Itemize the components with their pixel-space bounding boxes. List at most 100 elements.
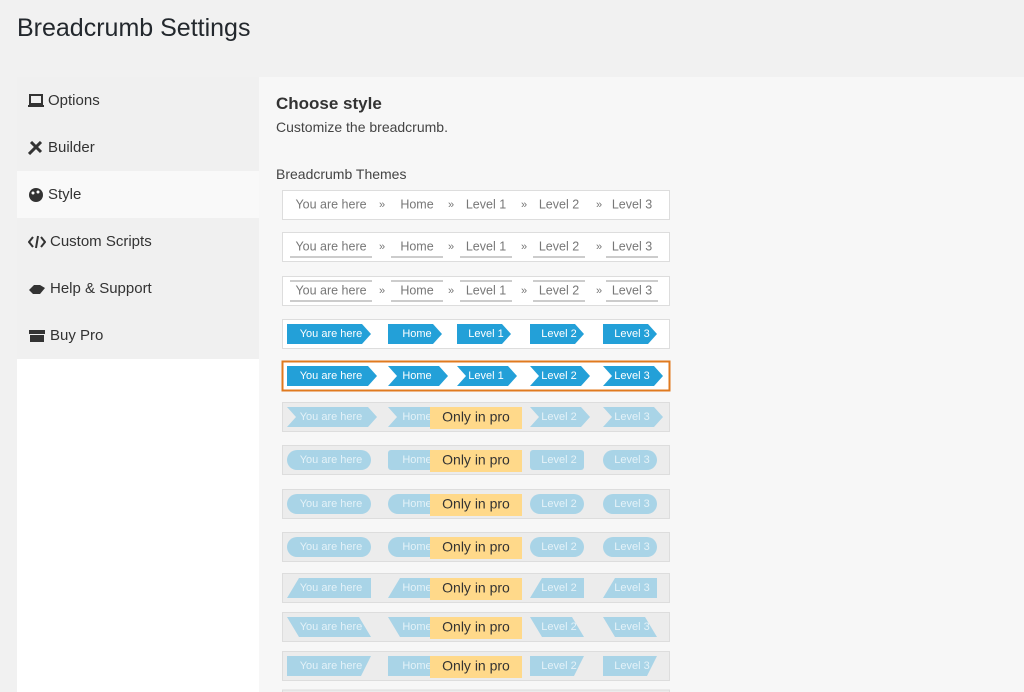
crumb-shape [603,450,657,470]
nav-item[interactable]: Custom Scripts [17,218,259,265]
separator: » [379,285,385,297]
pro-label: Only in pro [442,580,510,596]
crumb: Home [402,411,431,423]
crumb: You are here [300,411,363,423]
crumb-shape [530,494,584,514]
nav-item[interactable]: Buy Pro [17,312,259,359]
crumb-shape [287,578,371,598]
crumb: You are here [295,239,366,253]
crumb: Level 3 [614,454,649,466]
crumb-shape [287,450,371,470]
crumb: Home [402,621,431,633]
crumb-shape [530,617,584,637]
crumb: Level 3 [614,541,649,553]
nav-label: Custom Scripts [50,233,152,250]
page-title: Breadcrumb Settings [17,14,251,42]
pro-badge [430,407,522,429]
nav-label: Help & Support [50,280,152,297]
separator: » [521,241,527,253]
pro-label: Only in pro [442,452,510,468]
crumb-shape [287,617,371,637]
icon [28,140,43,155]
pro-label: Only in pro [442,409,510,425]
crumb: Level 2 [541,660,576,672]
separator: » [521,199,527,211]
crumb: Home [402,328,431,340]
nav-item[interactable]: Style [17,171,259,218]
crumb-shape [287,366,377,386]
crumb: Level 2 [541,582,576,594]
pro-badge [430,494,522,516]
crumb: You are here [300,370,363,382]
crumb: Level 3 [614,621,649,633]
crumb-shape [287,407,377,427]
crumb: You are here [300,541,363,553]
crumb: Level 3 [612,239,652,253]
crumb-shape [603,617,657,637]
crumb: Level 1 [468,328,503,340]
pro-badge [430,578,522,600]
crumb: You are here [300,660,363,672]
separator: » [448,241,454,253]
separator: » [379,241,385,253]
crumb: Home [402,660,431,672]
pro-badge [430,450,522,472]
crumb: Level 3 [614,660,649,672]
nav-item[interactable]: Options [17,77,259,124]
nav-label: Buy Pro [50,327,104,344]
nav-item[interactable]: Help & Support [17,265,259,312]
crumb: Level 2 [541,498,576,510]
pro-label: Only in pro [442,658,510,674]
pro-label: Only in pro [442,619,510,635]
pro-label: Only in pro [442,496,510,512]
crumb-shape [287,656,371,676]
crumb: Home [400,283,433,297]
theme-row[interactable]: You are here Home Level 1 Level 2 Level 3 » » »… [282,190,670,220]
separator: » [379,199,385,211]
crumb-shape [388,578,442,598]
crumb: Home [402,370,431,382]
crumb: Level 2 [541,411,576,423]
nav-label: Builder [48,139,95,156]
icon [29,284,45,294]
row-frame [282,190,670,220]
sidebar: Options Builder Style Custom Scripts Hel… [17,77,259,692]
theme-row[interactable]: You are here Home Level 1 Level 2 Level 3 » » »… [282,232,670,262]
crumb: Level 3 [614,498,649,510]
crumb-shape [287,324,371,344]
crumb: Level 2 [541,541,576,553]
crumb: Level 2 [541,328,576,340]
theme-list: You are here Home Level 1 Level 2 Level 3 » » »… [281,190,671,692]
crumb: Level 2 [541,621,576,633]
crumb: Level 3 [614,411,649,423]
crumb: Level 1 [466,197,506,211]
pro-label: Only in pro [442,539,510,555]
crumb-shape [530,656,584,676]
nav-item[interactable]: Builder [17,124,259,171]
crumb: You are here [300,454,363,466]
crumb: Level 2 [539,283,579,297]
theme-row[interactable]: You are here Home Level 1 Level 2 Level 3 » » »… [282,276,670,306]
crumb-shape [603,494,657,514]
separator: » [596,241,602,253]
icon [29,329,45,342]
crumb-shape [603,407,663,427]
crumb: You are here [295,283,366,297]
crumb: You are here [295,197,366,211]
crumb-shape [530,578,584,598]
separator: » [448,285,454,297]
crumb: Level 1 [466,239,506,253]
crumb-shape [388,324,442,344]
theme-row[interactable]: You are here Home Level 1 Level 2 Level 3 [282,319,670,349]
crumb-shape [388,537,442,557]
theme-row[interactable]: You are here Home Level 1 Level 2 Level 3 [281,360,671,392]
crumb: You are here [300,582,363,594]
